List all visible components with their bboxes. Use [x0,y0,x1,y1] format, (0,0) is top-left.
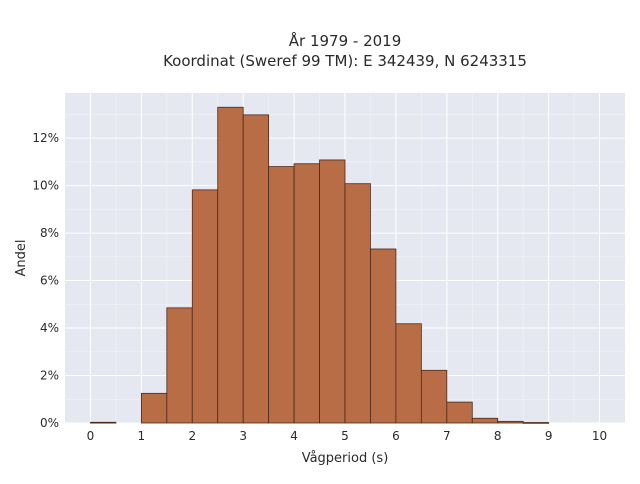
histogram-bar [191,189,219,424]
histogram-bar [370,248,397,424]
histogram-bar [293,163,320,424]
y-tick-label: 8% [40,226,59,240]
x-tick-label: 5 [341,429,349,443]
histogram-bar [90,421,117,424]
y-tick-label: 4% [40,321,59,335]
x-tick-label: 3 [239,429,247,443]
x-tick-label: 6 [392,429,400,443]
histogram-bar [420,369,448,424]
x-tick-label: 2 [188,429,196,443]
x-axis-label: Vågperiod (s) [302,451,389,466]
histogram-bar [268,166,295,424]
y-tick-label: 12% [32,131,59,145]
histogram-bar [166,307,193,424]
y-tick-label: 2% [40,369,59,383]
histogram-bar [522,422,550,424]
x-tick-label: 0 [87,429,95,443]
histogram-bar [242,114,270,424]
histogram-bar [446,401,473,424]
x-tick-labels: 0 1 2 3 4 5 6 7 8 9 10 [87,429,608,443]
y-tick-label: 0% [40,416,59,430]
chart-title-line-1: År 1979 - 2019 [289,31,402,50]
histogram-bar [471,417,499,424]
x-tick-label: 10 [592,429,607,443]
x-tick-label: 7 [443,429,451,443]
histogram-bar [344,183,371,424]
histogram-bar [140,392,168,424]
histogram-bar [217,106,244,424]
histogram-bar [497,420,524,424]
x-tick-label: 1 [138,429,146,443]
histogram-bar [395,323,422,424]
x-tick-label: 4 [290,429,298,443]
chart-title-line-2: Koordinat (Sweref 99 TM): E 342439, N 62… [163,52,527,70]
y-tick-label: 6% [40,274,59,288]
x-tick-label: 9 [545,429,553,443]
y-axis-label: Andel [14,240,29,277]
y-tick-label: 10% [32,179,59,193]
x-tick-label: 8 [494,429,502,443]
histogram-bar [319,159,346,424]
y-tick-labels: 0% 2% 4% 6% 8% 10% 12% [32,131,59,430]
bars [90,106,550,424]
